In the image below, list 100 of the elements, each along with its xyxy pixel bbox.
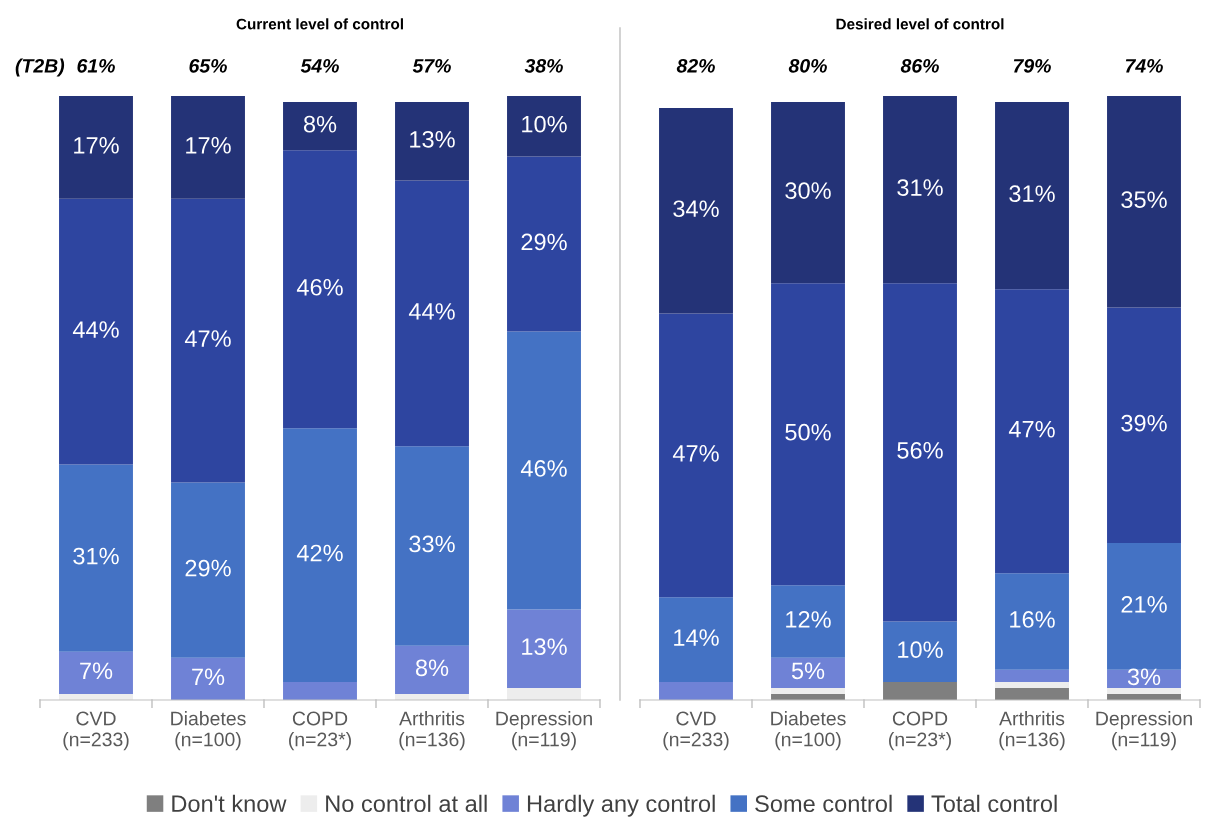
data-label: 8%	[303, 115, 337, 133]
data-label: 47%	[1008, 420, 1055, 438]
data-label: 10%	[522, 115, 567, 133]
bar	[771, 585, 845, 658]
bar	[395, 446, 469, 646]
bar	[1107, 542, 1181, 670]
x-tick-label: Arthritis (n=136)	[399, 711, 465, 751]
bar	[171, 482, 245, 658]
text: 54%	[300, 59, 339, 73]
bar	[507, 687, 581, 700]
data-label: 35%	[1121, 191, 1167, 209]
x-tick-label: COPD (n=23*)	[289, 711, 351, 751]
data-label: 56%	[897, 441, 943, 459]
bar	[283, 150, 357, 429]
data-label: 47%	[184, 330, 231, 347]
bar	[507, 331, 581, 610]
bar	[659, 108, 733, 314]
bar	[883, 96, 957, 284]
data-label: 44%	[72, 321, 119, 338]
bar	[283, 681, 357, 700]
bar	[1107, 687, 1181, 694]
x-tick-label: Diabetes (n=100)	[771, 711, 846, 751]
bar	[283, 428, 357, 682]
data-label: 34%	[673, 200, 719, 218]
bar	[995, 289, 1069, 574]
x-tick-label: Depression (n=119)	[496, 711, 592, 751]
data-label: 17%	[186, 137, 231, 154]
x-tick-label: CVD (n=233)	[663, 711, 729, 751]
x-tick-label: COPD (n=23*)	[889, 711, 951, 751]
bar	[59, 464, 133, 652]
data-label: 13%	[522, 638, 567, 655]
data-label: 12%	[786, 611, 831, 628]
data-label: 13%	[410, 130, 455, 148]
bar	[1107, 307, 1181, 543]
bar	[659, 681, 733, 700]
bar	[1107, 96, 1181, 308]
text: 79%	[1013, 58, 1051, 73]
data-label: 16%	[1010, 611, 1055, 628]
bar	[395, 180, 469, 447]
legend-label: Don't know	[172, 794, 287, 813]
bar	[883, 283, 957, 622]
data-label: 39%	[1121, 414, 1167, 432]
data-label: 46%	[520, 460, 567, 477]
bar	[507, 156, 581, 332]
bar	[171, 657, 245, 700]
data-label: 50%	[785, 423, 831, 441]
data-label: 7%	[192, 668, 225, 686]
bar	[59, 198, 133, 465]
legend-label: No control at all	[326, 794, 487, 813]
data-label: 46%	[296, 278, 343, 296]
text: (T2B)	[15, 58, 65, 77]
data-label: 29%	[521, 233, 567, 251]
data-label: 14%	[674, 629, 719, 646]
bar	[771, 687, 845, 694]
data-label: 10%	[898, 641, 943, 659]
legend-label: Hardly any control	[527, 794, 715, 817]
bar	[995, 687, 1069, 700]
x-tick-label: Arthritis (n=136)	[999, 711, 1065, 751]
text: 86%	[900, 58, 939, 73]
text: 82%	[676, 58, 715, 73]
text: 38%	[524, 58, 563, 73]
data-label: 31%	[73, 547, 119, 565]
bar	[883, 621, 957, 682]
bar	[995, 573, 1069, 670]
bar	[171, 96, 245, 199]
bar	[395, 102, 469, 181]
bar	[283, 102, 357, 151]
data-label: 44%	[408, 303, 455, 320]
text: 61%	[77, 58, 115, 73]
text: 74%	[1125, 59, 1163, 73]
x-tick-label: CVD (n=233)	[63, 711, 129, 751]
data-label: 29%	[185, 559, 231, 577]
text: 65%	[189, 58, 227, 73]
legend-label: Total control	[931, 794, 1057, 813]
text: 80%	[788, 58, 827, 73]
bar	[995, 669, 1069, 682]
data-label: 17%	[74, 137, 119, 154]
bar	[771, 102, 845, 284]
bar	[395, 645, 469, 694]
text: 57%	[412, 59, 451, 73]
data-label: 5%	[791, 662, 825, 680]
data-label: 21%	[1121, 596, 1167, 613]
bar	[771, 657, 845, 688]
bar	[995, 102, 1069, 290]
legend-label: Some control	[755, 794, 892, 813]
x-tick-label: Depression (n=119)	[1096, 711, 1192, 751]
data-label: 8%	[415, 659, 449, 677]
data-label: 7%	[80, 662, 113, 680]
data-label: 3%	[1127, 668, 1161, 686]
data-label: 42%	[296, 544, 343, 562]
x-tick-label: Diabetes (n=100)	[171, 711, 246, 751]
bar	[659, 597, 733, 682]
data-label: 47%	[672, 445, 719, 462]
bar	[507, 96, 581, 157]
bar	[59, 96, 133, 199]
data-label: 33%	[409, 535, 455, 553]
bar	[771, 283, 845, 586]
data-label: 31%	[897, 179, 943, 196]
chart-title: Desired level of control	[836, 18, 1004, 30]
bar	[995, 681, 1069, 688]
